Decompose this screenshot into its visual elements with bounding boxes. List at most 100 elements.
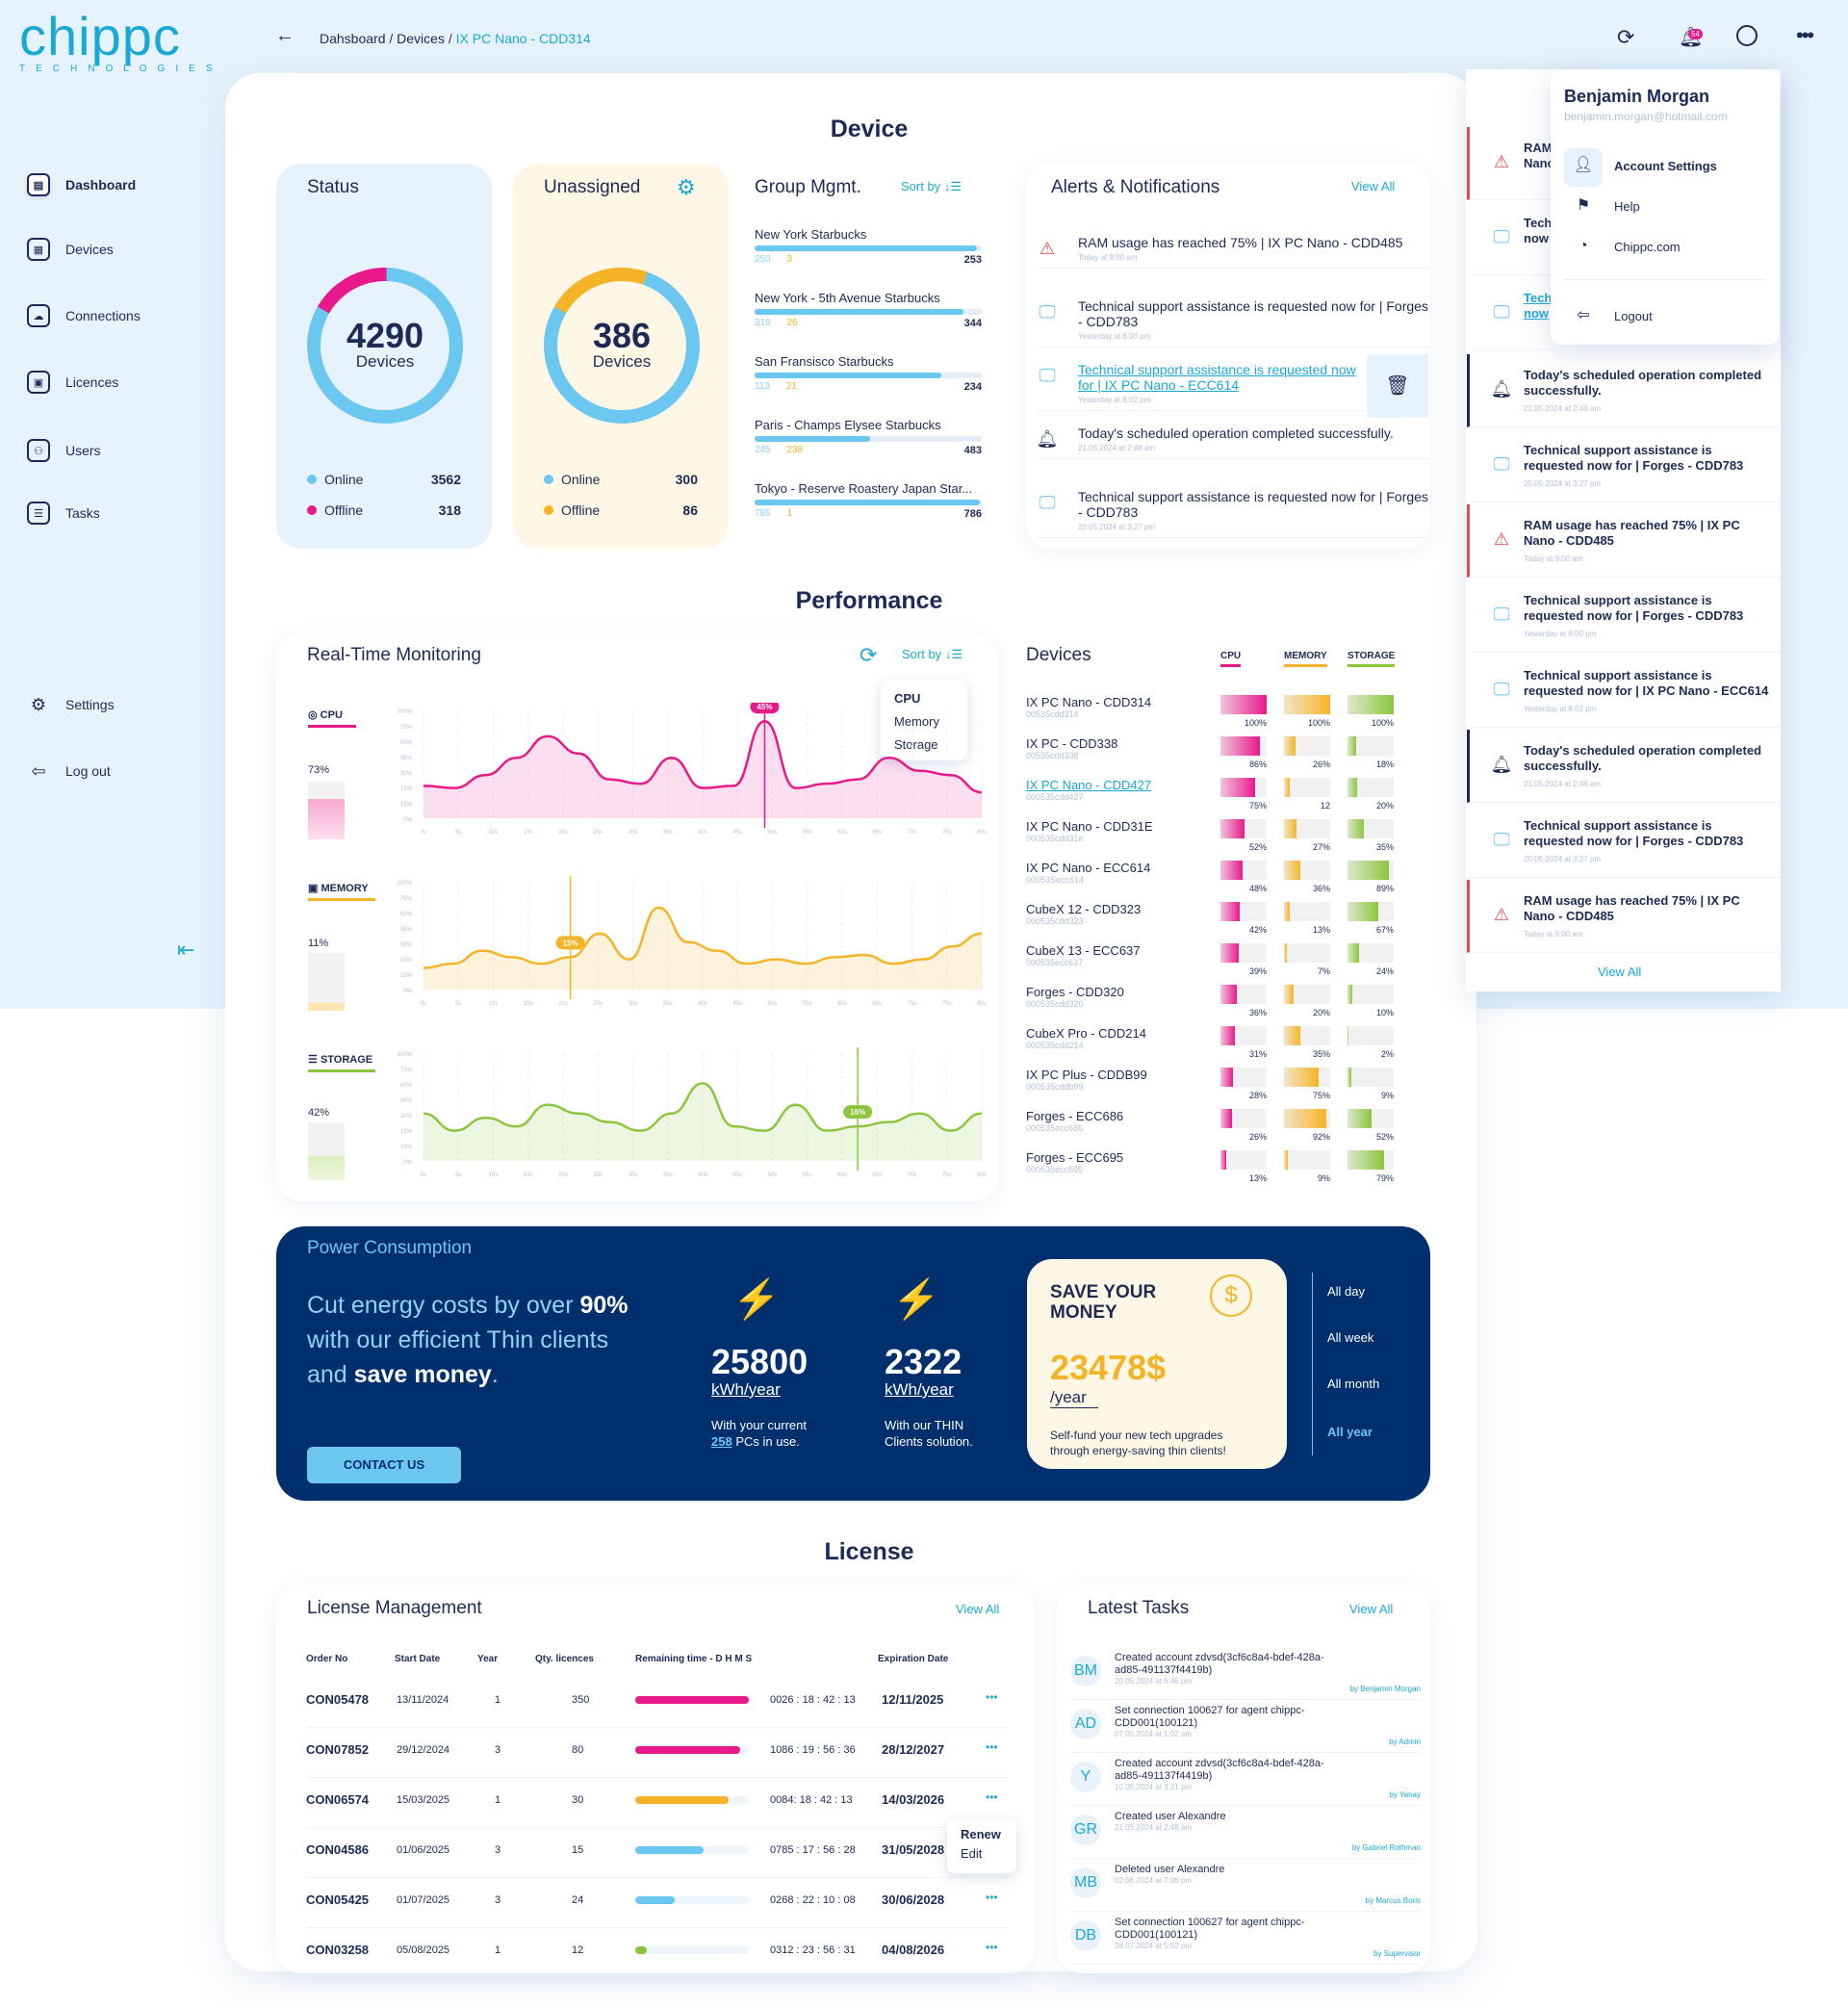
menu-chippc-site[interactable]: ◔ Chippc.com — [1572, 235, 1680, 258]
sidebar-item-connections[interactable]: ☁ Connections — [27, 304, 141, 327]
sidebar-item-settings[interactable]: ⚙ Settings — [27, 693, 115, 716]
group-row[interactable]: Tokyo - Reserve Roastery Japan Star... 78… — [755, 481, 982, 520]
group-row[interactable]: New York Starbucks 250 3 253 — [755, 227, 982, 266]
sidebar-item-users[interactable]: ⚇ Users — [27, 439, 101, 462]
offline-dot-icon — [307, 505, 317, 515]
device-usage-row[interactable]: Forges - CDD320 000535cdd320 — [1026, 985, 1392, 1009]
sidebar-item-dashboard[interactable]: ▤ Dashboard — [27, 173, 136, 196]
device-usage-row[interactable]: IX PC Nano - CDD427 000535cdd427 — [1026, 778, 1392, 802]
notification-item[interactable]: 🖵︎ Technical support assistance is reques… — [1467, 805, 1781, 878]
collapse-sidebar-icon[interactable]: ⇤ — [177, 938, 195, 962]
delete-trash-icon[interactable]: 🗑︎ — [1367, 354, 1428, 418]
task-item[interactable]: BM Created account zdvsd(3cf6c8a4-bdef-42… — [1070, 1652, 1421, 1700]
pcs-count-link[interactable]: 258 — [711, 1434, 732, 1449]
menu-logout[interactable]: ⇦ Logout — [1572, 304, 1652, 327]
task-item[interactable]: AD Set connection 100627 for agent chippc… — [1070, 1705, 1421, 1753]
col-memory[interactable]: MEMORY — [1284, 651, 1327, 667]
more-options-icon[interactable]: ••• — [1796, 23, 1814, 47]
alert-item[interactable]: 🖵︎ Technical support assistance is reques… — [1036, 489, 1430, 538]
device-usage-row[interactable]: IX PC Nano - CDD31E 000535cdd31e — [1026, 819, 1392, 843]
notification-item[interactable]: 🔔︎ Today's scheduled operation completed … — [1467, 354, 1781, 427]
period-all-year[interactable]: All year — [1327, 1425, 1373, 1439]
notification-item[interactable]: 🖵︎ Technical support assistance is reques… — [1467, 429, 1781, 502]
task-item[interactable]: GR Created user Alexandre 21.05.2024 at 2:… — [1070, 1811, 1421, 1859]
notification-item[interactable]: ⚠ RAM usage has reached 75% | IX PC Nano … — [1467, 504, 1781, 578]
notification-item-partial[interactable]: ⚠ RAM Nanc — [1467, 127, 1554, 200]
menu-help[interactable]: ⚑ Help — [1572, 194, 1640, 218]
device-usage-row[interactable]: IX PC Nano - ECC614 00053Secc614 — [1026, 861, 1392, 885]
cpu-usage-bar — [1220, 736, 1267, 756]
task-item[interactable]: MB Deleted user Alexandre 02.06.2024 at 7:… — [1070, 1864, 1421, 1912]
period-all-month[interactable]: All month — [1327, 1377, 1380, 1391]
sidebar-item-logout[interactable]: ⇦ Log out — [27, 759, 110, 783]
notification-item[interactable]: 🖵︎ Technical support assistance is reques… — [1467, 655, 1781, 728]
device-usage-row[interactable]: IX PC - CDD338 00535cdd338 — [1026, 736, 1392, 760]
notification-item[interactable]: 🔔︎ Today's scheduled operation completed … — [1467, 730, 1781, 803]
group-sort-button[interactable]: Sort by ↓☰ — [901, 179, 962, 194]
task-item[interactable]: DB Set connection 100627 for agent chippc… — [1070, 1917, 1421, 1965]
device-usage-row[interactable]: IX PC Plus - CDDB99 000535cddb99 — [1026, 1068, 1392, 1092]
sidebar-item-devices[interactable]: ▦ Devices — [27, 238, 114, 261]
task-avatar: AD — [1070, 1709, 1101, 1739]
sort-option-cpu[interactable]: CPU — [894, 691, 921, 706]
group-meta: 785 1 786 — [755, 508, 982, 520]
row-more-icon[interactable]: ••• — [986, 1690, 998, 1704]
license-col-header[interactable]: Start Date — [395, 1654, 441, 1664]
alerts-view-all-link[interactable]: View All — [1351, 179, 1396, 193]
edit-option[interactable]: Edit — [961, 1846, 983, 1861]
alert-item[interactable]: 🖵︎ Technical support assistance is reques… — [1036, 362, 1430, 411]
group-counts: 245 238 — [755, 445, 803, 456]
row-more-icon[interactable]: ••• — [986, 1740, 998, 1754]
rtm-sort-button[interactable]: Sort by ↓☰ — [902, 647, 962, 662]
contact-us-button[interactable]: CONTACT US — [307, 1447, 461, 1483]
renew-option[interactable]: Renew — [961, 1827, 1001, 1841]
group-row[interactable]: New York - 5th Avenue Starbucks 318 26 344 — [755, 291, 982, 329]
col-storage[interactable]: STORAGE — [1348, 651, 1396, 667]
row-more-icon[interactable]: ••• — [986, 1941, 998, 1954]
sort-option-memory[interactable]: Memory — [894, 714, 939, 729]
sidebar-item-tasks[interactable]: ☰ Tasks — [27, 502, 100, 525]
notification-item[interactable]: 🖵︎ Technical support assistance is reques… — [1467, 579, 1781, 653]
row-more-icon[interactable]: ••• — [986, 1891, 998, 1904]
device-usage-row[interactable]: Forges - ECC686 000535ecc686 — [1026, 1109, 1392, 1133]
license-col-header[interactable]: Year — [477, 1654, 499, 1664]
breadcrumb-path[interactable]: Dahsboard / Devices / — [320, 31, 456, 46]
license-col-header[interactable]: Expiration Date — [878, 1654, 949, 1664]
settings-gear-icon[interactable]: ⚙ — [677, 175, 696, 199]
cpu-usage-value: 52% — [1248, 842, 1267, 852]
sort-option-storage[interactable]: Storage — [894, 737, 938, 752]
back-arrow-icon[interactable]: ← — [275, 25, 295, 46]
group-offline-count: 21 — [785, 381, 797, 392]
alert-item[interactable]: 🔔︎ Today's scheduled operation completed … — [1036, 425, 1430, 459]
device-usage-row[interactable]: CubeX Pro - CDD214 000535cdd214 — [1026, 1026, 1392, 1050]
period-all-day[interactable]: All day — [1327, 1284, 1366, 1299]
user-avatar-icon[interactable] — [1736, 25, 1758, 46]
group-progress-fill — [755, 309, 964, 315]
license-col-header[interactable]: Qty. licences — [535, 1654, 594, 1664]
group-row[interactable]: Paris - Champs Elysee Starbucks 245 238 48… — [755, 418, 982, 456]
chippc-logo[interactable]: chippc TECHNOLOGIES — [19, 8, 222, 75]
device-usage-row[interactable]: Forges - ECC695 000535ecc695 — [1026, 1150, 1392, 1174]
notification-item-partial[interactable]: 🖵︎ Techi now — [1467, 277, 1555, 350]
menu-account-settings[interactable]: 👤︎ Account Settings — [1572, 154, 1717, 177]
alert-item[interactable]: ⚠ RAM usage has reached 75% | IX PC Nano … — [1036, 235, 1430, 269]
refresh-icon[interactable]: ⟳ — [860, 643, 878, 667]
notification-item-partial[interactable]: 🖵︎ Tech now — [1467, 202, 1552, 275]
device-usage-row[interactable]: CubeX 13 - ECC637 000535ecc637 — [1026, 943, 1392, 967]
notifications-view-all-link[interactable]: View All — [1598, 965, 1642, 979]
task-item[interactable]: Y Created account zdvsd(3cf6c8a4-bdef-428… — [1070, 1758, 1421, 1806]
license-col-header[interactable]: Remaining time - D H M S — [635, 1654, 753, 1664]
period-all-week[interactable]: All week — [1327, 1330, 1374, 1345]
notifications-bell-icon[interactable]: 🔔︎54 — [1679, 25, 1703, 49]
device-usage-row[interactable]: IX PC Nano - CDD314 00535cdd314 — [1026, 695, 1392, 719]
device-usage-row[interactable]: CubeX 12 - CDD323 000535cdd323 — [1026, 902, 1392, 926]
tasks-view-all-link[interactable]: View All — [1349, 1602, 1394, 1616]
notification-item[interactable]: ⚠ RAM usage has reached 75% | IX PC Nano … — [1467, 880, 1781, 953]
sidebar-item-licences[interactable]: ▣ Licences — [27, 371, 118, 394]
alert-item[interactable]: 🖵︎ Technical support assistance is reques… — [1036, 298, 1430, 348]
col-cpu[interactable]: CPU — [1220, 651, 1242, 667]
license-view-all-link[interactable]: View All — [956, 1602, 1000, 1616]
group-row[interactable]: San Fransisco Starbucks 113 21 234 — [755, 354, 982, 393]
row-more-icon[interactable]: ••• — [986, 1790, 998, 1804]
refresh-icon[interactable]: ⟳ — [1617, 25, 1635, 49]
